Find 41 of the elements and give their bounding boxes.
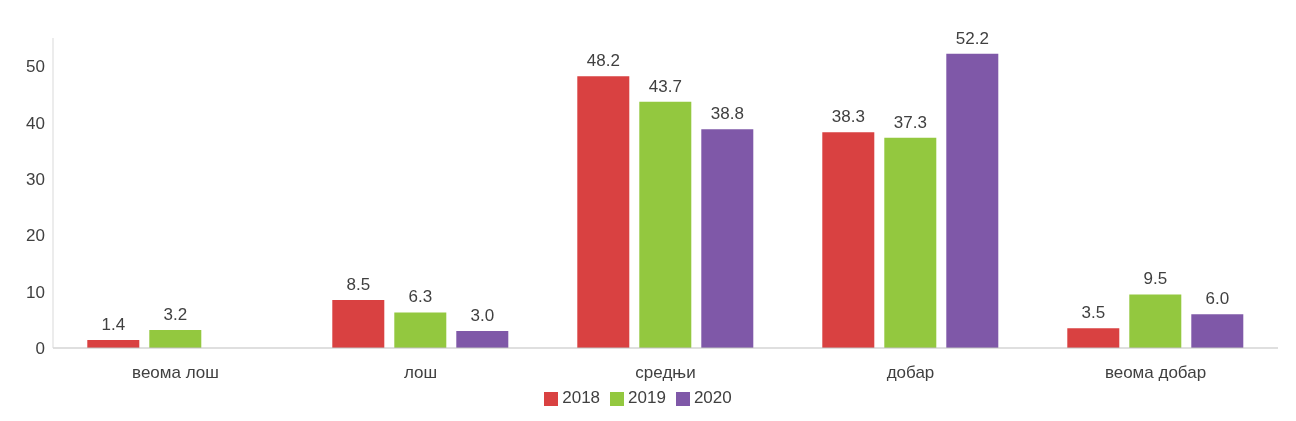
data-label: 38.8	[710, 104, 744, 124]
bar	[1129, 294, 1182, 348]
data-label: 9.5	[1143, 269, 1168, 289]
legend-label: 2019	[628, 388, 666, 407]
y-tick-label: 50	[26, 57, 45, 77]
bar	[639, 101, 692, 348]
y-tick-label: 40	[26, 113, 45, 133]
legend-label: 2018	[562, 388, 601, 407]
bar	[1067, 328, 1120, 348]
bar	[394, 312, 447, 348]
bar	[1191, 314, 1244, 348]
data-label: 1.4	[101, 315, 126, 335]
data-label: 3.2	[163, 304, 188, 324]
bar	[822, 132, 875, 348]
data-label: 48.2	[586, 51, 620, 71]
y-tick-label: 10	[26, 282, 45, 302]
data-label: 3.5	[1081, 303, 1106, 323]
bar	[332, 300, 385, 348]
bar	[149, 329, 202, 348]
legend-label: 2020	[693, 388, 732, 407]
data-label: 3.0	[470, 306, 495, 326]
data-label: 38.3	[831, 107, 865, 127]
x-tick-label: веома лош	[132, 363, 219, 383]
bar	[701, 129, 754, 348]
x-tick-label: лош	[403, 363, 438, 383]
data-label: 52.2	[955, 28, 989, 48]
data-label: 6.0	[1205, 289, 1230, 309]
data-label: 6.3	[408, 287, 433, 307]
bar	[884, 137, 937, 348]
y-tick-label: 20	[26, 226, 45, 246]
bar	[946, 53, 999, 348]
x-tick-label: средњи	[635, 363, 696, 383]
bar	[577, 76, 630, 348]
y-tick-label: 30	[26, 169, 45, 189]
data-label: 37.3	[893, 112, 927, 132]
bar	[456, 331, 509, 348]
y-tick-label: 0	[35, 339, 45, 359]
data-label: 8.5	[346, 275, 371, 295]
x-tick-label: веома добар	[1104, 363, 1207, 383]
x-tick-label: добар	[886, 363, 935, 383]
data-label: 43.7	[648, 76, 682, 96]
